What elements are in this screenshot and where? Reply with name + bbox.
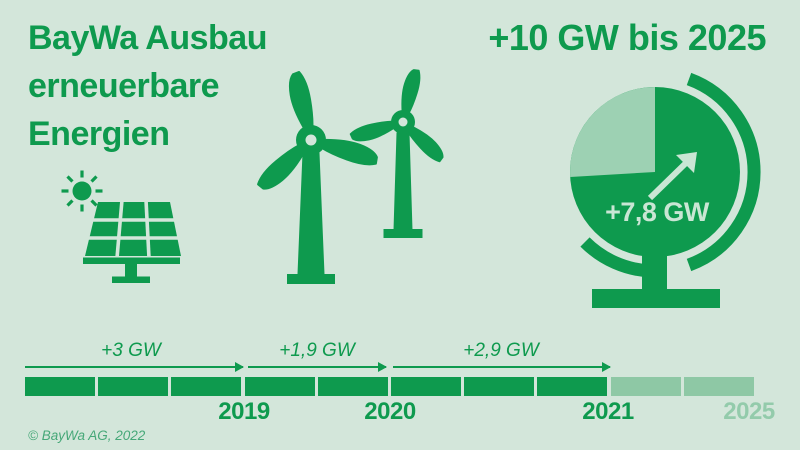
wind-turbine-icon	[349, 69, 444, 238]
phase-label-2: +1,9 GW	[279, 340, 355, 361]
year-label-2021: 2021	[582, 398, 634, 425]
title-line-3: Energien	[28, 115, 170, 153]
year-label-2019: 2019	[218, 398, 270, 425]
progress-segment	[245, 377, 315, 396]
phase-arrow-1	[25, 362, 244, 372]
progress-segment	[464, 377, 534, 396]
solar-panel-icon	[83, 199, 181, 283]
copyright-note: © BayWa AG, 2022	[28, 428, 146, 443]
title-line-2: erneuerbare	[28, 67, 220, 105]
globe-achieved-label: +7,8 GW	[605, 197, 710, 227]
phase-label-3: +2,9 GW	[463, 340, 539, 361]
progress-segment-future	[684, 377, 754, 396]
year-label-2020: 2020	[364, 398, 416, 425]
progress-segment	[391, 377, 461, 396]
progress-segment	[318, 377, 388, 396]
progress-segment	[98, 377, 168, 396]
page-title: BayWa Ausbau erneuerbare Energien	[28, 14, 267, 158]
globe-remaining-slice	[570, 87, 655, 177]
progress-segment	[25, 377, 95, 396]
phase-label-1: +3 GW	[101, 340, 161, 361]
goal-title: +10 GW bis 2025	[488, 17, 766, 58]
title-line-1: BayWa Ausbau	[28, 19, 267, 57]
progress-segment-future	[611, 377, 681, 396]
phase-arrow-2	[248, 362, 387, 372]
globe-icon: +7,8 GW	[570, 72, 761, 308]
growth-arrow-icon	[647, 152, 697, 201]
progress-segment	[171, 377, 241, 396]
phase-arrow-3	[393, 362, 611, 372]
wind-turbine-icon	[257, 70, 378, 284]
sun-icon	[61, 170, 103, 212]
progress-segment	[537, 377, 607, 396]
year-label-2025: 2025	[723, 398, 775, 425]
